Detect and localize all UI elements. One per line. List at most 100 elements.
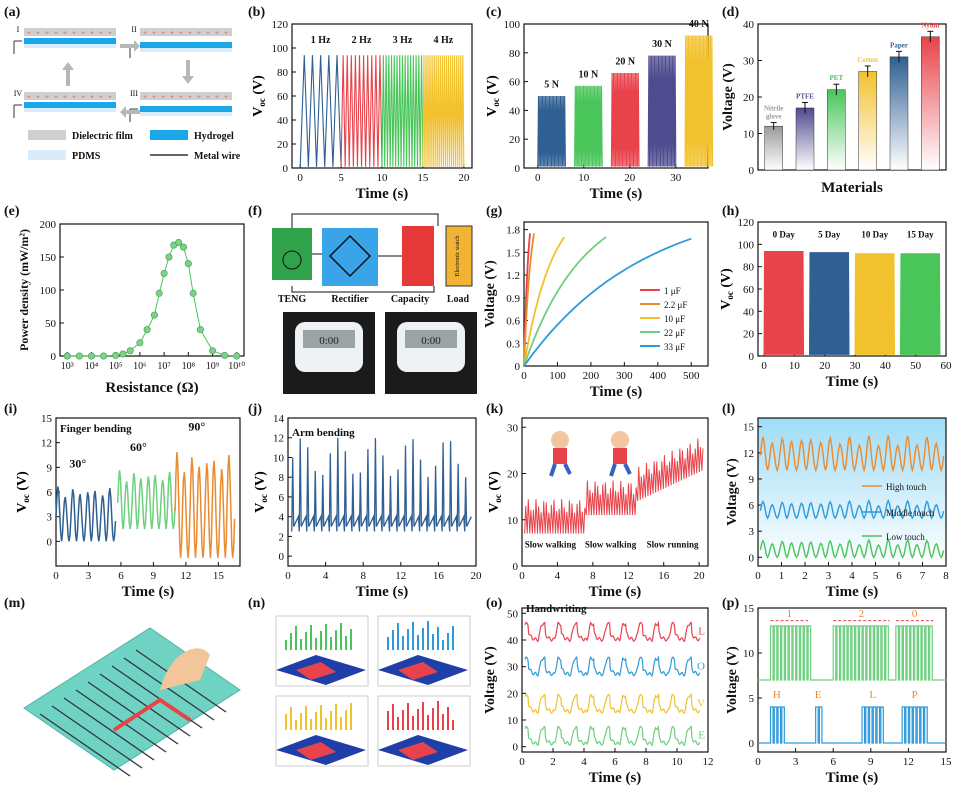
- dielectric-film: [24, 92, 116, 100]
- category-label: glove: [766, 113, 782, 121]
- y-tick-label: 9: [749, 474, 755, 486]
- charge-sign: +: [90, 29, 94, 37]
- y-tick-label: 20: [509, 134, 521, 146]
- dielectric-film: [140, 28, 232, 36]
- x-axis-label: Time (s): [590, 186, 643, 202]
- charge-sign: +: [45, 93, 49, 101]
- activity-label: Slow running: [647, 540, 699, 550]
- plot-frame: [757, 23, 947, 171]
- y-tick-label: 80: [277, 67, 289, 79]
- walker-figure-body: [553, 448, 567, 464]
- charge-sign: +: [36, 29, 40, 37]
- series-day-2: [854, 253, 896, 355]
- charge-sign: +: [90, 93, 94, 101]
- x-tick-label: 16: [433, 570, 445, 582]
- charge-sign: +: [99, 29, 103, 37]
- plot-frame: [523, 221, 709, 367]
- series-2Hz: [340, 55, 383, 167]
- walker-figure-body: [613, 448, 627, 464]
- charge-sign: +: [27, 29, 31, 37]
- y-tick-label: 60: [277, 91, 289, 103]
- electrode-line: [51, 705, 143, 769]
- series-label: 20 N: [615, 56, 636, 67]
- legend-label: 22 μF: [664, 328, 685, 338]
- panel-label-n: (n): [248, 596, 265, 611]
- series-label: 1 Hz: [311, 35, 331, 46]
- y-tick-label: 8: [279, 472, 285, 484]
- charge-sign: +: [143, 93, 147, 101]
- y-tick-label: 0: [513, 561, 519, 573]
- y-tick-label: 150: [40, 252, 57, 264]
- y-tick-label: 0.6: [506, 316, 520, 328]
- y-tick-label: 15: [743, 422, 755, 434]
- y-tick-label: 1.2: [506, 270, 520, 282]
- x-tick-label: 0: [519, 756, 525, 768]
- x-tick-label: 3: [793, 756, 799, 768]
- x-tick-label: 12: [623, 570, 634, 582]
- walker-figure-head: [551, 431, 569, 449]
- y-tick-label: 6: [47, 487, 53, 499]
- panel-n-3d-maps: [275, 615, 471, 767]
- circuit-wire: [291, 253, 435, 293]
- y-axis-label: Voltage (V): [725, 458, 740, 526]
- hydrogel-layer: [24, 38, 116, 44]
- y-tick-label: 100: [738, 239, 755, 251]
- y-tick-label: 30: [507, 422, 519, 434]
- charge-sign: +: [36, 93, 40, 101]
- hydrogel-layer: [140, 42, 232, 48]
- y-tick-label: 100: [504, 19, 521, 31]
- panel-label-o: (o): [486, 596, 503, 611]
- letter-label: E: [815, 689, 822, 701]
- annotation: Handwriting: [526, 603, 587, 615]
- panel-label-e: (e): [4, 204, 20, 219]
- pdms-layer: [140, 48, 232, 52]
- panel-label-l: (l): [722, 402, 736, 417]
- finger-icon: [160, 648, 210, 690]
- x-tick-label: 4: [555, 570, 561, 582]
- legend-label: 1 μF: [664, 286, 681, 296]
- y-tick-label: 120: [738, 217, 755, 229]
- charge-sign: +: [215, 93, 219, 101]
- x-axis-label: Time (s): [122, 584, 175, 600]
- map-frame: [275, 615, 369, 687]
- y-tick-label: 6: [279, 492, 285, 504]
- data-point: [136, 339, 144, 347]
- x-axis-label: Time (s): [826, 770, 879, 786]
- y-axis-label: Voltage (V): [721, 63, 736, 131]
- category-label: PET: [830, 74, 844, 82]
- component-label: Capacity: [391, 294, 429, 305]
- charge-sign: +: [54, 93, 58, 101]
- y-axis-label: Voltage (V): [483, 260, 498, 328]
- x-tick-label: 9: [151, 570, 157, 582]
- electrode-line: [123, 657, 215, 721]
- bar: [858, 71, 877, 171]
- x-tick-label: 20: [819, 360, 831, 372]
- charge-sign: +: [179, 29, 183, 37]
- y-tick-label: 12: [273, 433, 284, 445]
- y-axis-label: Voc (V): [487, 471, 503, 513]
- source-icon: [282, 250, 302, 270]
- charge-sign: +: [27, 93, 31, 101]
- walker-figure-head: [611, 431, 629, 449]
- y-tick-label: 80: [743, 262, 755, 274]
- y-tick-label: 10: [743, 129, 755, 141]
- y-tick-label: 40: [743, 306, 755, 318]
- charge-sign: +: [188, 93, 192, 101]
- x-tick-label: 10⁸: [182, 361, 196, 372]
- x-tick-label: 5: [338, 172, 344, 184]
- x-tick-label: 15: [417, 172, 429, 184]
- data-point: [126, 347, 134, 355]
- panel-label-j: (j): [248, 402, 262, 417]
- x-tick-label: 0: [755, 756, 761, 768]
- stage-label: II: [131, 25, 137, 34]
- x-tick-label: 300: [616, 370, 633, 382]
- electrode-line: [39, 713, 131, 777]
- x-tick-label: 0: [519, 570, 525, 582]
- y-axis-label: Power density (mW/m²): [17, 229, 31, 351]
- y-tick-label: 15: [743, 603, 755, 615]
- map-frame: [377, 695, 471, 767]
- series-O: [524, 655, 701, 678]
- y-tick-label: 20: [507, 688, 519, 700]
- stage-label: III: [130, 89, 138, 98]
- x-tick-label: 0: [521, 370, 527, 382]
